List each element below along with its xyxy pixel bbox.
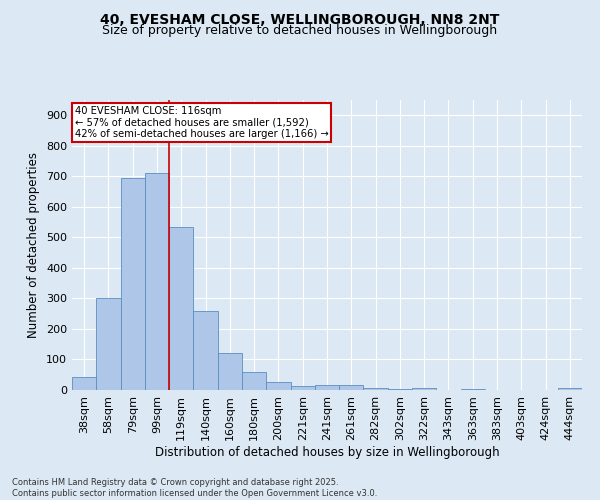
Bar [266, 382, 290, 390]
Bar [290, 386, 315, 390]
Bar [169, 226, 193, 390]
Bar [193, 310, 218, 390]
Bar [145, 174, 169, 390]
Bar [72, 377, 96, 390]
Text: Contains HM Land Registry data © Crown copyright and database right 2025.
Contai: Contains HM Land Registry data © Crown c… [12, 478, 377, 498]
Bar [315, 386, 339, 390]
Bar [364, 388, 388, 390]
Bar [96, 298, 121, 390]
Bar [242, 372, 266, 390]
Text: 40, EVESHAM CLOSE, WELLINGBOROUGH, NN8 2NT: 40, EVESHAM CLOSE, WELLINGBOROUGH, NN8 2… [100, 12, 500, 26]
Bar [558, 388, 582, 390]
Bar [121, 178, 145, 390]
Bar [218, 354, 242, 390]
Text: 40 EVESHAM CLOSE: 116sqm
← 57% of detached houses are smaller (1,592)
42% of sem: 40 EVESHAM CLOSE: 116sqm ← 57% of detach… [74, 106, 328, 139]
X-axis label: Distribution of detached houses by size in Wellingborough: Distribution of detached houses by size … [155, 446, 499, 458]
Text: Size of property relative to detached houses in Wellingborough: Size of property relative to detached ho… [103, 24, 497, 37]
Bar [339, 386, 364, 390]
Bar [412, 388, 436, 390]
Y-axis label: Number of detached properties: Number of detached properties [28, 152, 40, 338]
